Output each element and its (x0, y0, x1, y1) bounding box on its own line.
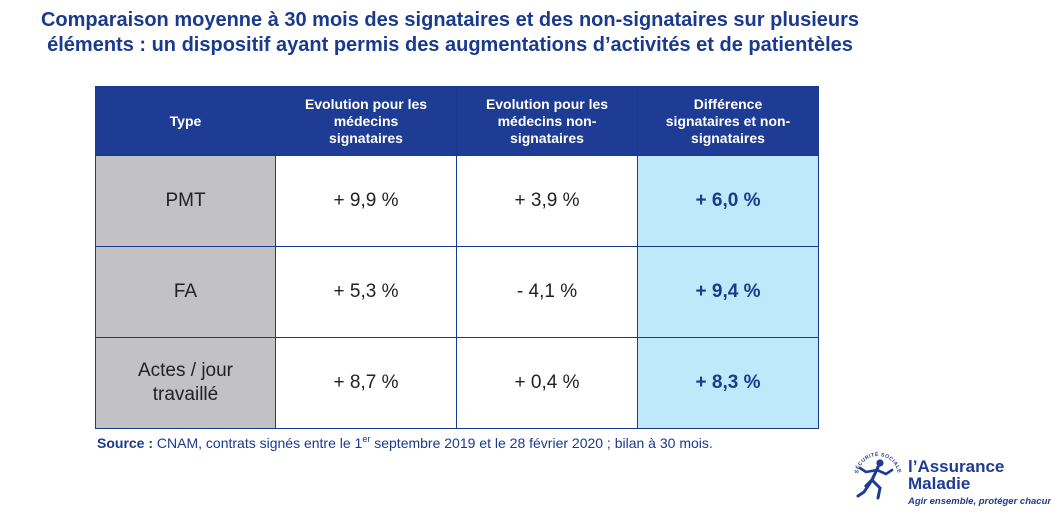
source-text-after: septembre 2019 et le 28 février 2020 ; b… (370, 435, 713, 451)
page-title: Comparaison moyenne à 30 mois des signat… (0, 8, 900, 58)
difference-cell: + 6,0 % (637, 155, 819, 247)
row-type-cell: FA (95, 246, 276, 338)
title-line-2: éléments : un dispositif ayant permis de… (47, 34, 853, 56)
non-signataires-cell: - 4,1 % (456, 246, 638, 338)
difference-cell: + 8,3 % (637, 337, 819, 429)
brand-tagline: Agir ensemble, protéger chacun (908, 496, 1051, 507)
table-header-row: Type Evolution pour les médecins signata… (95, 86, 819, 156)
header-type: Type (95, 86, 276, 156)
signataires-cell: + 9,9 % (275, 155, 457, 247)
signataires-cell: + 5,3 % (275, 246, 457, 338)
non-signataires-cell: + 0,4 % (456, 337, 638, 429)
title-line-1: Comparaison moyenne à 30 mois des signat… (40, 9, 860, 31)
row-type-cell: PMT (95, 155, 276, 247)
assurance-maladie-logo: SÉCURITÉ SOCIALE l’Assurance Maladie Agi… (850, 446, 1051, 516)
source-text-before: CNAM, contrats signés entre le 1 (153, 435, 363, 451)
header-difference: Différence signataires et non- signatair… (637, 86, 819, 156)
comparison-table: Type Evolution pour les médecins signata… (95, 86, 819, 429)
signataires-cell: + 8,7 % (275, 337, 457, 429)
source-note: Source : CNAM, contrats signés entre le … (97, 434, 713, 451)
running-figure-emblem-icon: SÉCURITÉ SOCIALE (853, 450, 901, 500)
brand-line-2: Maladie (908, 474, 971, 493)
table-row: PMT + 9,9 % + 3,9 % + 6,0 % (95, 155, 819, 247)
brand-line-1: l’Assurance (908, 457, 1005, 476)
source-superscript: er (362, 434, 371, 444)
table-row: Actes / jour travaillé + 8,7 % + 0,4 % +… (95, 337, 819, 429)
non-signataires-cell: + 3,9 % (456, 155, 638, 247)
header-signataires: Evolution pour les médecins signataires (275, 86, 457, 156)
table-row: FA + 5,3 % - 4,1 % + 9,4 % (95, 246, 819, 338)
header-non-signataires: Evolution pour les médecins non- signata… (456, 86, 638, 156)
source-label: Source : (97, 435, 154, 451)
row-type-cell: Actes / jour travaillé (95, 337, 276, 429)
difference-cell: + 9,4 % (637, 246, 819, 338)
